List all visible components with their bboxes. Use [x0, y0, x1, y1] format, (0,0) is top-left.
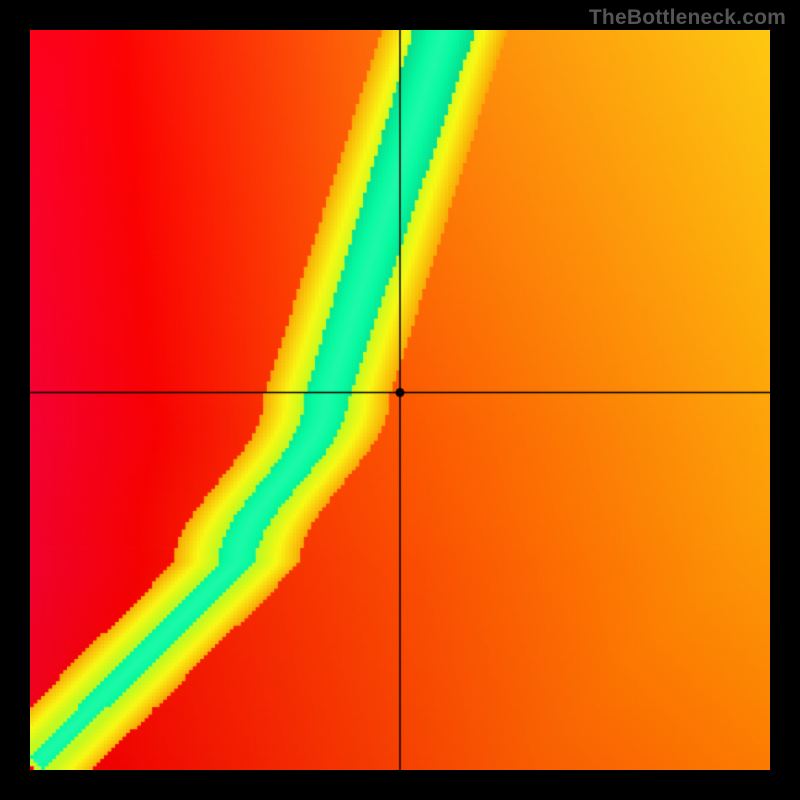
bottleneck-heatmap — [30, 30, 770, 770]
stage: TheBottleneck.com — [0, 0, 800, 800]
watermark-text: TheBottleneck.com — [589, 6, 786, 30]
